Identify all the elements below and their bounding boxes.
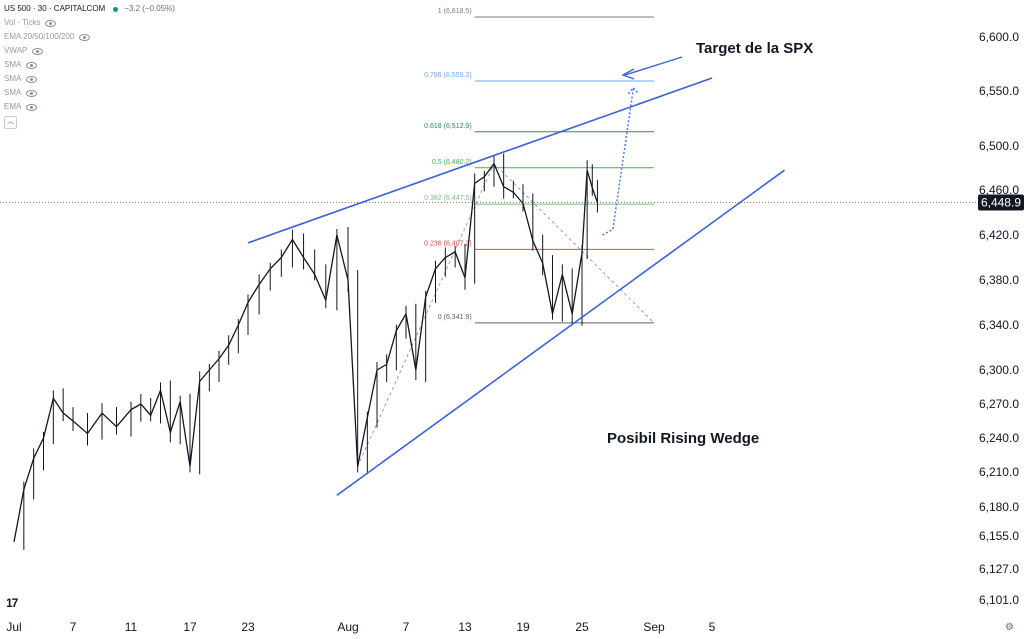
y-tick-label: 6,155.0 — [979, 529, 1019, 543]
indicator-row[interactable]: SMA — [4, 72, 175, 86]
y-tick-label: 6,270.0 — [979, 397, 1019, 411]
gear-icon[interactable]: ⚙ — [1005, 622, 1014, 633]
x-tick-label: 23 — [241, 620, 255, 634]
y-tick-label: 6,340.0 — [979, 318, 1019, 332]
price-line — [13, 162, 599, 543]
y-tick-label: 6,127.0 — [979, 562, 1019, 576]
x-tick-label: 25 — [575, 620, 589, 634]
y-tick-label: 6,500.0 — [979, 139, 1019, 153]
target-projection[interactable] — [602, 87, 635, 236]
fib-diagonal — [357, 162, 655, 467]
eye-icon[interactable] — [45, 19, 57, 27]
x-axis[interactable]: Jul 7 11 17 23 Aug 7 13 19 25 Sep 5 — [6, 620, 715, 634]
symbol-title[interactable]: US 500 · 30 · CAPITALCOM — [4, 4, 106, 13]
indicator-row[interactable]: EMA 20/50/100/200 — [4, 30, 175, 44]
y-tick-label: 6,460.0 — [979, 183, 1019, 197]
eye-icon[interactable] — [79, 33, 91, 41]
y-tick-label: 6,550.0 — [979, 84, 1019, 98]
y-tick-label: 6,380.0 — [979, 273, 1019, 287]
price-change: −3.2 (−0.05%) — [124, 4, 175, 13]
symbol-row[interactable]: US 500 · 30 · CAPITALCOM −3.2 (−0.05%) — [4, 2, 175, 16]
x-tick-label: 7 — [70, 620, 77, 634]
x-tick-label: 17 — [183, 620, 197, 634]
market-status-icon — [113, 6, 119, 12]
indicator-row[interactable]: Vol · Ticks — [4, 16, 175, 30]
fib-level-label: 0.236 (6,407.2) — [424, 240, 471, 247]
y-tick-label: 6,180.0 — [979, 500, 1019, 514]
eye-icon[interactable] — [26, 61, 38, 69]
fib-level-label: 0.618 (6,512.9) — [424, 123, 471, 130]
fib-level-label: 0 (6,341.9) — [438, 314, 472, 321]
y-tick-label: 6,101.0 — [979, 593, 1019, 607]
indicator-label[interactable]: SMA — [4, 88, 22, 97]
indicator-row[interactable]: EMA — [4, 100, 175, 114]
eye-icon[interactable] — [26, 75, 38, 83]
x-tick-label: 19 — [516, 620, 530, 634]
indicator-label[interactable]: SMA — [4, 60, 22, 69]
indicator-label[interactable]: SMA — [4, 74, 22, 83]
y-tick-label: 6,210.0 — [979, 465, 1019, 479]
indicator-label[interactable]: VWAP — [4, 46, 28, 55]
eye-icon[interactable] — [26, 103, 38, 111]
x-tick-label: Sep — [643, 620, 665, 634]
trendline-upper[interactable] — [247, 77, 713, 244]
annotation-target: Target de la SPX — [696, 40, 813, 57]
x-tick-label: Jul — [6, 620, 21, 634]
fib-level-label: 1 (6,618.5) — [438, 8, 472, 15]
fibonacci-levels: 1 (6,618.5) 0.786 (6,559.3) 0.618 (6,512.9… — [357, 8, 655, 467]
indicator-row[interactable]: SMA — [4, 86, 175, 100]
eye-icon[interactable] — [32, 47, 44, 55]
indicator-label[interactable]: EMA — [4, 102, 22, 111]
y-tick-label: 6,420.0 — [979, 228, 1019, 242]
fib-level-label: 0.786 (6,559.3) — [424, 72, 471, 79]
trendline-lower[interactable] — [336, 169, 785, 496]
price-series — [13, 153, 599, 550]
x-tick-label: 5 — [709, 620, 716, 634]
y-tick-label: 6,600.0 — [979, 30, 1019, 44]
trendlines[interactable] — [247, 56, 785, 496]
y-tick-label: 6,300.0 — [979, 363, 1019, 377]
legend: US 500 · 30 · CAPITALCOM −3.2 (−0.05%) V… — [4, 2, 175, 129]
eye-icon[interactable] — [26, 89, 38, 97]
annotation-arrow[interactable] — [624, 56, 683, 76]
chevron-up-icon[interactable]: ︿ — [4, 116, 17, 129]
target-arrowhead — [627, 86, 640, 95]
arrowhead-icon — [621, 68, 635, 80]
current-price-tag — [978, 194, 1024, 211]
fib-level-label: 0.382 (6,447.5) — [424, 195, 471, 202]
x-tick-label: 11 — [125, 620, 138, 634]
indicator-row[interactable]: SMA — [4, 58, 175, 72]
indicator-row[interactable]: VWAP — [4, 44, 175, 58]
x-tick-label: 13 — [458, 620, 472, 634]
x-tick-label: 7 — [403, 620, 410, 634]
annotation-wedge: Posibil Rising Wedge — [607, 430, 759, 447]
indicator-label[interactable]: EMA 20/50/100/200 — [4, 32, 75, 41]
fib-level-label: 0.5 (6,480.2) — [432, 159, 472, 166]
y-tick-label: 6,240.0 — [979, 431, 1019, 445]
y-axis[interactable]: 6,600.0 6,550.0 6,500.0 6,460.0 6,420.0 6,380… — [978, 30, 1024, 607]
current-price-label: 6,448.9 — [981, 195, 1021, 209]
x-tick-label: Aug — [337, 620, 358, 634]
tradingview-logo[interactable]: 17 — [6, 596, 18, 610]
indicator-label[interactable]: Vol · Ticks — [4, 18, 41, 27]
